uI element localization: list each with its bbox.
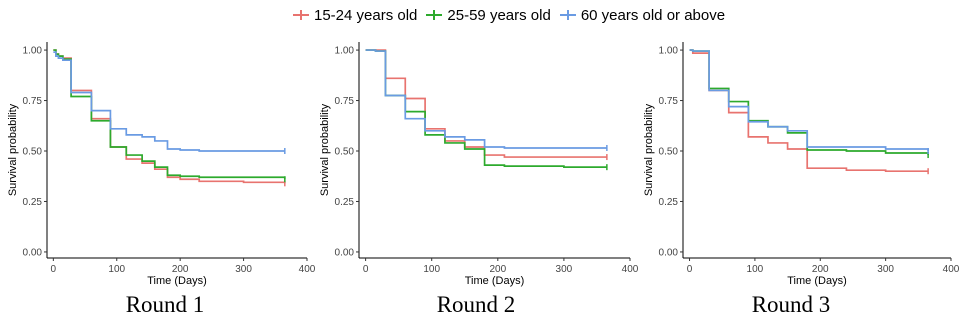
legend-key-60-plus bbox=[559, 8, 576, 22]
legend-item-60-plus: 60 years old or above bbox=[559, 6, 726, 24]
x-tick-label: 400 bbox=[943, 264, 960, 275]
y-tick-label: 0.50 bbox=[335, 147, 355, 158]
x-axis-label: Time (Days) bbox=[787, 275, 846, 287]
series-line-2 bbox=[689, 49, 929, 156]
x-tick-label: 100 bbox=[108, 264, 125, 275]
x-axis-label: Time (Days) bbox=[147, 275, 206, 287]
legend: 15-24 years old 25-59 years old 60 years… bbox=[293, 5, 734, 25]
legend-label-25-59: 25-59 years old bbox=[447, 6, 551, 24]
y-axis-label: Survival probability bbox=[643, 103, 655, 196]
chart-panel-2: 0.00 0.25 0.50 0.75 1.00 0 100 200 300 400 Time (D… bbox=[319, 42, 639, 287]
x-tick-label: 200 bbox=[812, 264, 829, 275]
y-tick-label: 0.00 bbox=[659, 247, 679, 258]
series-line-1 bbox=[53, 49, 286, 184]
caption-round-3: Round 3 bbox=[751, 292, 831, 317]
x-tick-label: 100 bbox=[423, 264, 440, 275]
x-tick-label: 0 bbox=[687, 264, 693, 275]
x-tick-label: 300 bbox=[556, 264, 573, 275]
y-tick-label: 0.75 bbox=[335, 96, 355, 107]
legend-item-25-59: 25-59 years old bbox=[426, 6, 551, 24]
y-tick-label: 1.00 bbox=[23, 46, 43, 57]
y-tick-label: 0.50 bbox=[23, 147, 43, 158]
x-tick-label: 200 bbox=[172, 264, 189, 275]
x-tick-label: 300 bbox=[235, 264, 252, 275]
series-line-2 bbox=[53, 49, 286, 180]
x-tick-label: 400 bbox=[622, 264, 639, 275]
y-axis-label: Survival probability bbox=[319, 103, 331, 196]
legend-label-60-plus: 60 years old or above bbox=[580, 6, 726, 24]
x-tick-label: 100 bbox=[747, 264, 764, 275]
x-tick-label: 300 bbox=[877, 264, 894, 275]
caption-round-2: Round 2 bbox=[436, 292, 516, 317]
y-tick-label: 0.25 bbox=[659, 197, 679, 208]
y-tick-label: 1.00 bbox=[335, 46, 355, 57]
series-line-3 bbox=[689, 49, 929, 152]
legend-key-15-24 bbox=[293, 8, 309, 22]
y-tick-label: 0.25 bbox=[335, 197, 355, 208]
legend-key-25-59 bbox=[426, 8, 443, 22]
y-tick-label: 0.00 bbox=[335, 247, 355, 258]
y-tick-label: 0.75 bbox=[23, 96, 43, 107]
y-axis-label: Survival probability bbox=[7, 103, 19, 196]
x-axis-label: Time (Days) bbox=[465, 275, 524, 287]
chart-panel-1: 0.00 0.25 0.50 0.75 1.00 0 100 200 300 400 Time (D… bbox=[7, 42, 316, 287]
y-tick-label: 0.75 bbox=[659, 96, 679, 107]
series-line-3 bbox=[53, 51, 285, 152]
y-tick-label: 1.00 bbox=[659, 46, 679, 57]
series-line-2 bbox=[365, 49, 607, 169]
x-tick-label: 0 bbox=[363, 264, 369, 275]
chart-panel-3: 0.00 0.25 0.50 0.75 1.00 0 100 200 300 400 Time (D… bbox=[643, 42, 960, 287]
y-tick-label: 0.00 bbox=[23, 247, 43, 258]
legend-label-15-24: 15-24 years old bbox=[314, 6, 418, 24]
y-tick-label: 0.25 bbox=[23, 197, 43, 208]
x-tick-label: 400 bbox=[299, 264, 316, 275]
caption-round-1: Round 1 bbox=[125, 292, 205, 317]
series-line-3 bbox=[365, 49, 607, 149]
x-tick-label: 0 bbox=[51, 264, 57, 275]
y-tick-label: 0.50 bbox=[659, 147, 679, 158]
x-tick-label: 200 bbox=[489, 264, 506, 275]
legend-item-15-24: 15-24 years old bbox=[293, 7, 417, 24]
series-line-1 bbox=[365, 49, 607, 158]
